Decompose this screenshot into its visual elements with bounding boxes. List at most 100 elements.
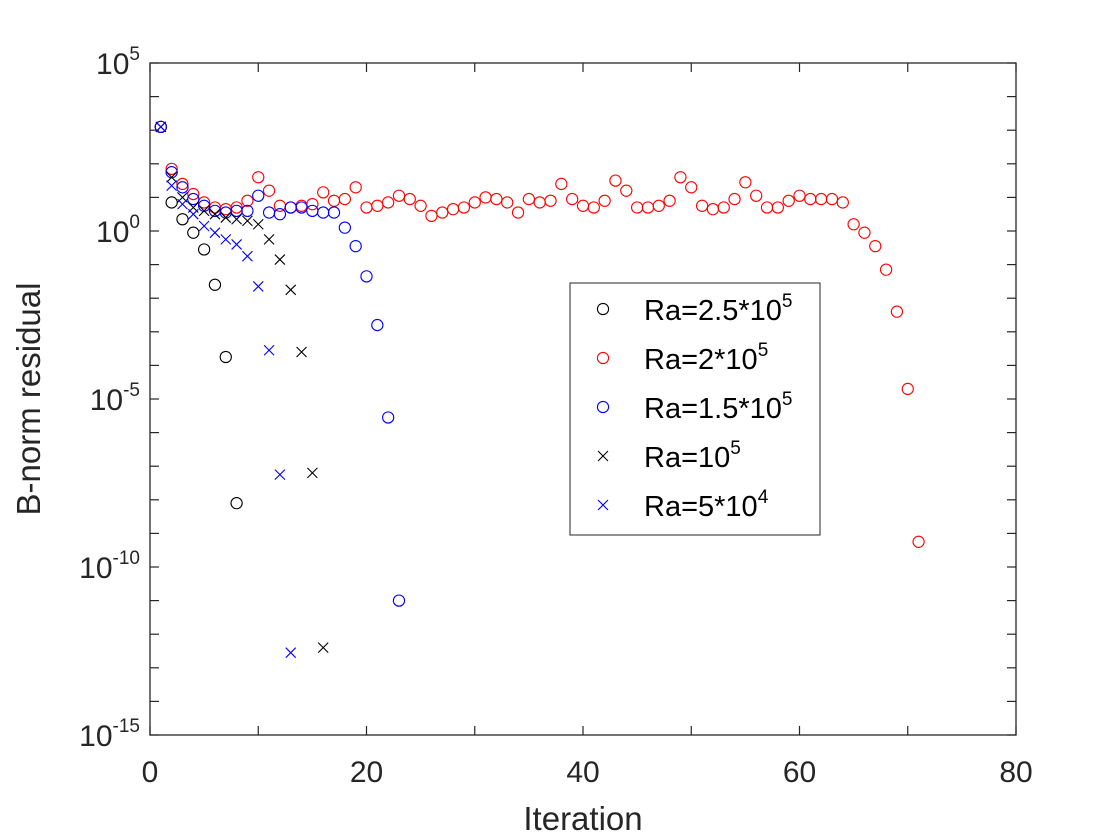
data-point (381, 196, 395, 209)
data-point (176, 181, 189, 194)
axis-tick-labels: 0 20 40 60 80 105 100 10-5 10-10 10-15 (79, 44, 1033, 789)
x-tick-label: 40 (566, 756, 599, 789)
data-point (338, 192, 351, 206)
data-point (252, 171, 265, 184)
x-marker-stroke (166, 180, 178, 192)
data-point (674, 171, 687, 184)
data-point (392, 189, 406, 202)
x-marker-stroke (198, 205, 210, 217)
x-axis-title: Iteration (523, 800, 642, 837)
x-marker-stroke (187, 208, 199, 220)
data-point (219, 350, 232, 364)
data-point (566, 192, 579, 206)
x-tick-label: 80 (999, 756, 1032, 789)
legend-item: Ra=1.5*105 (596, 389, 792, 425)
data-point (750, 189, 763, 202)
x-marker-stroke (274, 254, 286, 265)
data-point (285, 647, 297, 659)
x-marker-stroke (296, 346, 307, 358)
data-point (544, 194, 557, 207)
legend-box (569, 282, 821, 536)
legend-label: Ra=5*104 (644, 487, 769, 523)
data-point (274, 469, 286, 480)
data-series (154, 120, 925, 659)
legend-item: Ra=2*105 (596, 340, 768, 376)
legend-marker (596, 302, 610, 316)
data-point (511, 206, 525, 219)
data-point (392, 594, 406, 607)
data-point (912, 535, 925, 548)
data-point (241, 194, 254, 207)
data-point (166, 171, 178, 183)
data-point (598, 194, 611, 207)
data-point (847, 218, 860, 231)
x-tick-label: 60 (783, 756, 816, 789)
legend-item: Ra=105 (597, 438, 741, 474)
data-point (890, 305, 904, 318)
data-point (717, 201, 730, 214)
x-marker-stroke (231, 213, 242, 225)
data-point (220, 234, 232, 245)
legend-item: Ra=2.5*105 (596, 291, 792, 327)
x-marker-stroke (317, 642, 329, 654)
data-point (220, 212, 232, 223)
data-point (490, 192, 503, 206)
data-point (371, 318, 384, 332)
x-marker-stroke (285, 647, 297, 659)
data-point (522, 192, 536, 206)
data-point (242, 250, 253, 262)
data-point (869, 239, 882, 253)
data-point (177, 198, 188, 210)
x-marker-stroke (252, 218, 264, 230)
legend-marker (597, 499, 609, 511)
y-tick-label: 105 (96, 44, 140, 81)
x-marker-stroke (263, 234, 275, 245)
x-marker-stroke (242, 250, 253, 262)
legend-marker (596, 400, 610, 414)
data-point (230, 497, 243, 510)
data-point (273, 208, 287, 221)
series-4 (155, 121, 329, 654)
data-point (695, 199, 709, 212)
data-point (609, 174, 622, 187)
x-marker-stroke (306, 467, 318, 479)
data-point (263, 234, 275, 245)
x-marker-stroke (166, 171, 178, 183)
x-marker-stroke (252, 281, 264, 292)
legend-marker (597, 450, 609, 462)
data-point (338, 221, 351, 234)
data-point (782, 194, 795, 207)
y-tick-label: 10-10 (79, 548, 140, 585)
data-point (197, 196, 211, 209)
data-point (252, 189, 265, 202)
y-tick-label: 10-5 (90, 380, 140, 417)
data-point (381, 411, 395, 424)
legend-label: Ra=2*105 (644, 340, 768, 376)
legend-marker (596, 351, 610, 365)
data-point (793, 189, 806, 202)
data-point (403, 192, 416, 206)
x-marker-stroke (209, 208, 221, 220)
data-point (501, 196, 514, 209)
data-point (242, 215, 253, 227)
data-point (154, 120, 167, 133)
data-point (306, 467, 318, 479)
data-point (209, 227, 221, 239)
data-point (197, 243, 211, 256)
data-point (274, 254, 286, 265)
x-tick-label: 20 (350, 756, 383, 789)
x-marker-stroke (597, 499, 609, 511)
data-point (176, 177, 189, 191)
y-axis-title: B-norm residual (10, 283, 47, 516)
plot-frame (149, 62, 1017, 736)
data-point (252, 281, 264, 292)
data-point (436, 206, 449, 219)
x-marker-stroke (220, 212, 232, 223)
data-point (285, 284, 297, 296)
data-point (187, 208, 199, 220)
data-point (360, 270, 373, 283)
data-point (252, 218, 264, 230)
data-point (231, 239, 242, 250)
data-point (620, 184, 633, 197)
data-point (825, 192, 839, 206)
